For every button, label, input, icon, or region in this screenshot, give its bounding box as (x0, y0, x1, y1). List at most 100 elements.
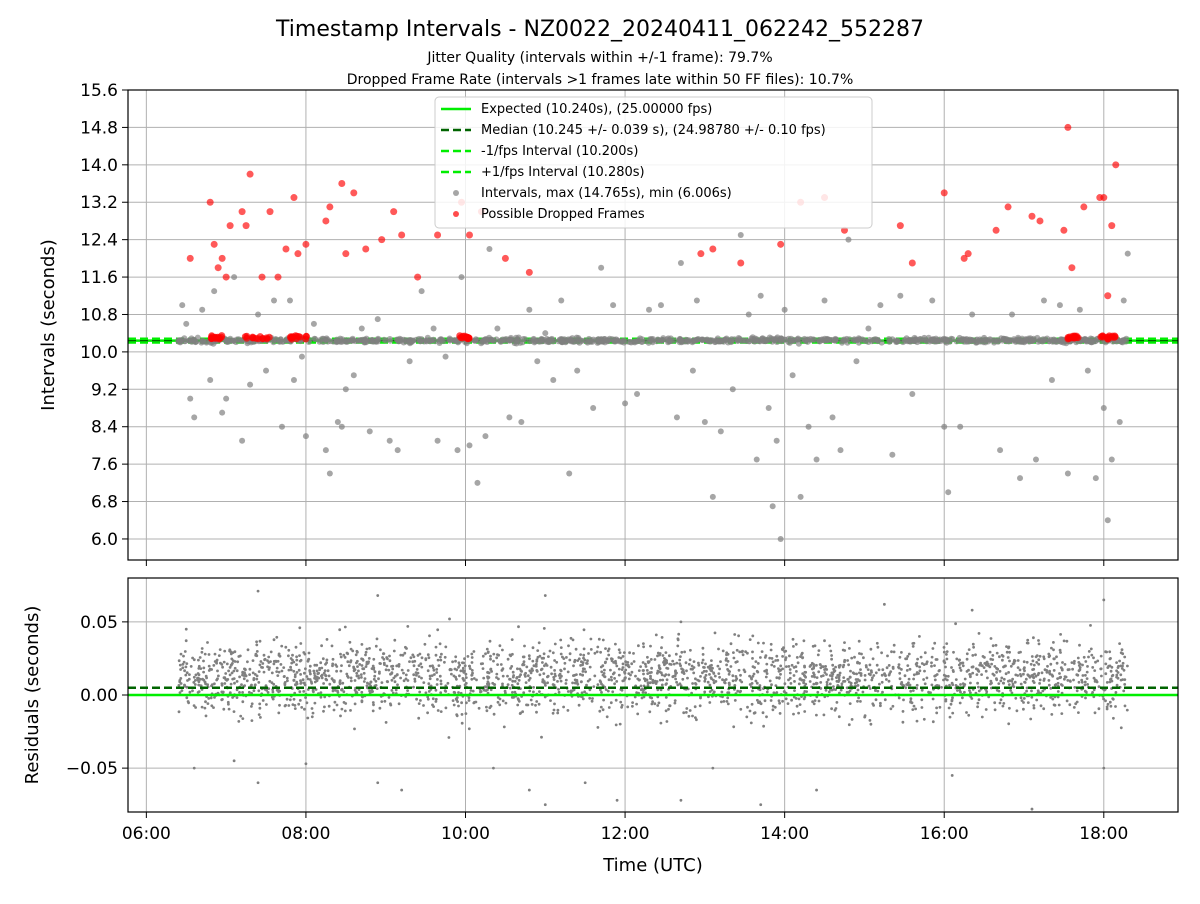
residual-point (679, 620, 683, 624)
residual-point (1002, 677, 1006, 681)
residual-point (486, 651, 490, 654)
residual-point (1116, 671, 1120, 674)
residual-point (233, 681, 236, 685)
residual-point (855, 672, 858, 676)
residual-point (812, 702, 816, 706)
residual-point (799, 655, 802, 658)
residual-point (1019, 682, 1023, 686)
residual-point (259, 716, 262, 719)
residual-point (963, 683, 967, 686)
residual-point (388, 659, 392, 663)
interval-point (362, 337, 369, 344)
residual-point (188, 673, 191, 676)
interval-point (1104, 517, 1111, 524)
residual-point (261, 699, 265, 702)
legend-label-minus-fps: -1/fps Interval (10.200s) (481, 144, 638, 159)
residual-point (729, 642, 733, 646)
interval-point (534, 337, 541, 344)
residual-point (382, 652, 386, 655)
residual-point (682, 670, 685, 674)
residual-point (371, 709, 375, 713)
dropped-frame-point (1028, 212, 1036, 220)
residual-point (271, 688, 275, 692)
residual-point (644, 665, 648, 668)
residual-point (681, 677, 685, 681)
interval-point (745, 311, 752, 318)
residual-point (338, 682, 342, 686)
residual-point (705, 669, 708, 673)
residual-point (838, 691, 841, 695)
interval-point (598, 264, 605, 271)
residual-point (898, 677, 902, 681)
residual-point (615, 798, 619, 802)
residual-point (181, 662, 185, 666)
residual-point (402, 671, 405, 675)
residual-point (374, 679, 378, 683)
interval-point (837, 447, 844, 454)
residual-point (463, 657, 466, 661)
residual-point (609, 701, 613, 705)
residual-point (339, 714, 342, 718)
residual-point (327, 674, 331, 678)
residual-point (559, 638, 563, 642)
residual-point (792, 695, 796, 699)
residual-point (459, 669, 463, 673)
residual-point (576, 682, 580, 686)
interval-point (434, 437, 441, 444)
interval-point (176, 337, 183, 344)
dropped-frame-point (697, 250, 705, 258)
residual-point (406, 669, 410, 672)
residual-point (830, 675, 834, 678)
residual-point (322, 682, 325, 685)
residual-point (892, 650, 896, 654)
residual-point (378, 670, 381, 674)
residual-point (496, 696, 500, 699)
residual-point (691, 682, 694, 685)
residual-point (285, 676, 289, 680)
residual-point (933, 641, 937, 645)
residual-point (692, 666, 696, 669)
residual-point (450, 672, 453, 676)
interval-point (842, 337, 849, 344)
residual-point (331, 679, 335, 682)
residual-point (240, 683, 243, 686)
residual-point (798, 703, 802, 706)
residual-point (434, 697, 438, 701)
interval-point (366, 428, 373, 435)
residual-point (1026, 638, 1030, 642)
dropped-frame-point (206, 198, 214, 206)
residual-point (462, 671, 466, 674)
residual-point (1086, 665, 1089, 668)
residual-point (619, 700, 623, 704)
residual-point (685, 669, 688, 673)
residual-point (1073, 659, 1076, 663)
residual-point (557, 687, 560, 691)
residual-point (915, 719, 919, 723)
residual-point (307, 658, 310, 661)
residual-point (810, 675, 814, 678)
residual-point (860, 652, 863, 656)
residual-point (830, 657, 833, 661)
residual-point (292, 678, 296, 682)
residual-point (967, 648, 971, 651)
residual-point (342, 690, 346, 694)
residual-point (357, 674, 360, 678)
top-y-tick-label: 6.0 (91, 530, 118, 550)
residual-point (813, 675, 816, 679)
residual-point (1025, 689, 1028, 693)
residual-point (564, 682, 568, 685)
residual-point (1089, 624, 1092, 627)
residual-point (404, 645, 407, 649)
residual-point (879, 704, 882, 708)
residual-point (837, 665, 841, 669)
interval-point (894, 337, 901, 344)
residual-point (751, 657, 754, 660)
interval-point (1050, 336, 1057, 343)
residual-point (967, 713, 971, 717)
interval-point (1019, 338, 1026, 345)
residual-point (897, 663, 901, 666)
residual-point (815, 676, 819, 679)
residual-point (479, 690, 483, 693)
residual-point (976, 701, 980, 705)
residual-point (1077, 680, 1081, 684)
